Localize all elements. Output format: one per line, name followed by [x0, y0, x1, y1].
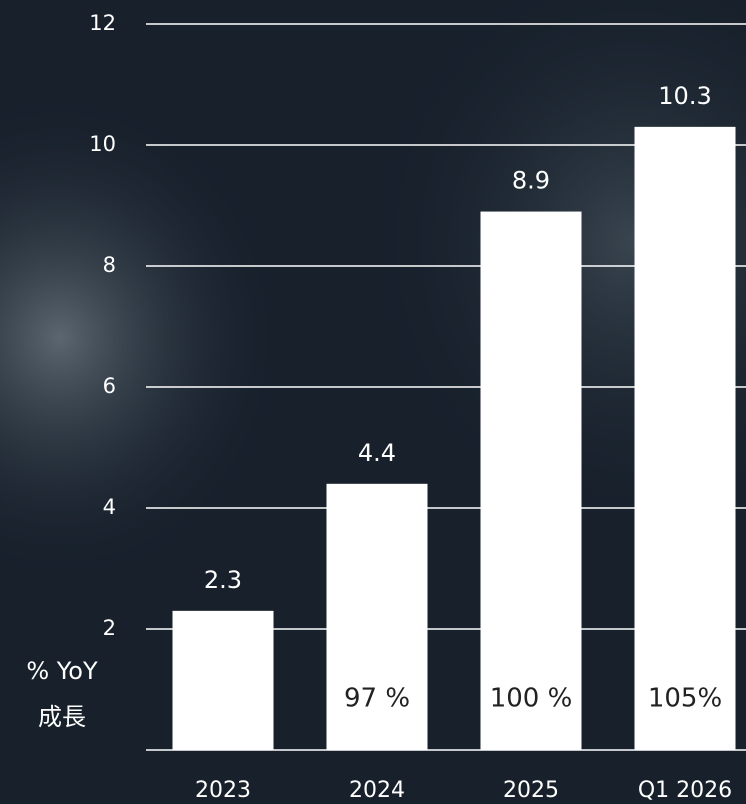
marks: 2023 2.3 2024 4.4 97 % 2025 8.9 100 % Q1 2026 10.… [172, 82, 736, 803]
growth-axis-label: % YoY [26, 657, 98, 685]
bar [480, 211, 582, 751]
bar [634, 126, 736, 751]
value-label: 10.3 [658, 82, 711, 110]
value-label: 4.4 [358, 439, 396, 467]
growth-label: 100 % [490, 684, 573, 714]
value-label: 8.9 [512, 167, 550, 195]
y-tick-label: 2 [103, 616, 116, 640]
y-tick-label: 10 [89, 132, 116, 156]
growth-axis-label: 成長 [38, 703, 86, 731]
y-tick-label: 12 [89, 11, 116, 35]
y-tick-label: 8 [103, 253, 116, 277]
y-tick-label: 6 [103, 374, 116, 398]
bar [326, 483, 428, 750]
growth-label: 105% [648, 684, 722, 714]
growth-label: 97 % [344, 684, 410, 714]
value-label: 2.3 [204, 566, 242, 594]
bar [172, 610, 274, 750]
x-tick-label: Q1 2026 [638, 778, 732, 803]
y-tick-label: 4 [103, 495, 116, 519]
x-tick-label: 2023 [195, 778, 251, 803]
x-tick-label: 2024 [349, 778, 405, 803]
x-tick-label: 2025 [503, 778, 559, 803]
